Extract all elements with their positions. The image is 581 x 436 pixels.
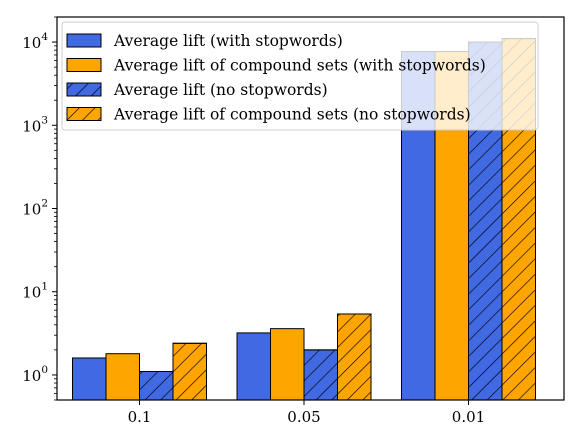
bar <box>72 357 107 401</box>
bar <box>172 342 207 401</box>
bar-fill <box>236 332 271 401</box>
x-tick-label: 0.1 <box>128 408 152 426</box>
y-tick-label: 101 <box>22 281 48 302</box>
legend-item: Average lift of compound sets (no stopwo… <box>66 106 471 124</box>
legend-item: Average lift of compound sets (with stop… <box>66 57 486 75</box>
legend-box <box>61 21 539 131</box>
legend-label: Average lift (with stopwords) <box>113 32 343 50</box>
legend: Average lift (with stopwords) Average lif… <box>61 21 539 131</box>
legend-swatch-hatch <box>66 107 102 121</box>
legend-item: Average lift (with stopwords) <box>66 32 343 50</box>
bar-hatch <box>303 349 338 401</box>
legend-item: Average lift (no stopwords) <box>66 81 328 99</box>
bar-fill <box>105 353 140 401</box>
bar-fill <box>270 328 305 401</box>
y-tick-label: 103 <box>22 114 48 135</box>
legend-swatch <box>66 33 102 48</box>
bar <box>236 332 271 401</box>
legend-swatch-hatch <box>66 82 102 97</box>
bar-hatch <box>337 313 372 401</box>
x-tick-label: 0.01 <box>452 408 485 426</box>
y-tick-label: 100 <box>22 364 48 385</box>
bar <box>270 328 305 401</box>
y-tick-label: 102 <box>22 198 48 219</box>
x-tick-label: 0.05 <box>287 408 320 426</box>
bar-fill <box>72 357 107 401</box>
bar <box>139 371 174 401</box>
bar <box>105 353 140 401</box>
legend-label: Average lift of compound sets (no stopwo… <box>113 106 471 124</box>
legend-label: Average lift of compound sets (with stop… <box>113 57 486 75</box>
bar <box>303 349 338 401</box>
y-tick-label: 104 <box>22 31 48 52</box>
bar-hatch <box>139 371 174 401</box>
bar <box>337 313 372 401</box>
legend-label: Average lift (no stopwords) <box>113 81 328 99</box>
axes-layer: 0.1 0.05 0.01 100 101 102 103 104 <box>22 16 485 426</box>
bar-hatch <box>172 342 207 401</box>
legend-swatch <box>66 58 102 72</box>
